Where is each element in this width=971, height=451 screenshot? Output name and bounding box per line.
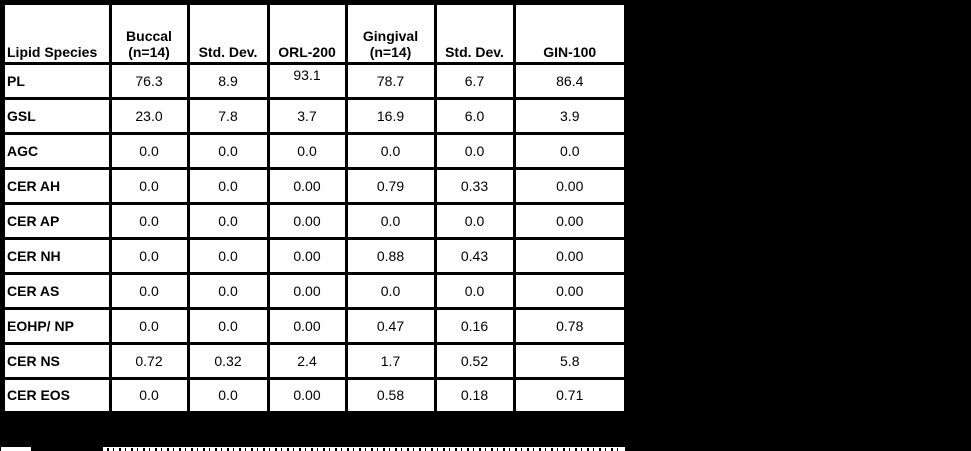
- value-cell: 0.00: [512, 271, 628, 310]
- value-cell: 78.7: [344, 61, 437, 100]
- row-label-cell: CER NS: [1, 341, 112, 380]
- value-cell: 0.00: [512, 166, 628, 205]
- value-cell: 0.0: [108, 131, 190, 170]
- truncated-footnote-bold-text: [31, 447, 103, 451]
- value-cell: 0.00: [266, 166, 348, 205]
- value-cell: 5.8: [512, 341, 628, 380]
- table-row: CER NS 0.72 0.32 2.4 1.7 0.52 5.8: [1, 341, 628, 380]
- value-cell: 0.0: [266, 131, 348, 170]
- value-cell: 0.72: [108, 341, 190, 380]
- row-label-cell: CER AH: [1, 166, 112, 205]
- value-cell: 0.52: [433, 341, 516, 380]
- value-cell: 2.4: [266, 341, 348, 380]
- value-cell: 0.0: [108, 271, 190, 310]
- row-label-cell: CER NH: [1, 236, 112, 275]
- column-header-gin-100: GIN-100: [512, 1, 628, 65]
- row-label-cell: GSL: [1, 96, 112, 135]
- value-cell: 3.7: [266, 96, 348, 135]
- value-cell: 16.9: [344, 96, 437, 135]
- value-cell: 0.0: [344, 271, 437, 310]
- value-cell: 0.78: [512, 306, 628, 345]
- value-cell: 6.7: [433, 61, 516, 100]
- value-cell: 0.00: [266, 201, 348, 240]
- value-cell: 0.0: [186, 201, 270, 240]
- table-row: GSL 23.0 7.8 3.7 16.9 6.0 3.9: [1, 96, 628, 135]
- value-cell: 0.00: [266, 306, 348, 345]
- value-cell: 0.16: [433, 306, 516, 345]
- value-cell: 0.0: [186, 236, 270, 275]
- value-cell: 0.0: [186, 306, 270, 345]
- value-cell: 0.0: [186, 271, 270, 310]
- row-label-cell: EOHP/ NP: [1, 306, 112, 345]
- value-cell: 0.43: [433, 236, 516, 275]
- value-cell: 0.0: [344, 201, 437, 240]
- value-cell: 0.33: [433, 166, 516, 205]
- column-header-gingival: Gingival (n=14): [344, 1, 437, 65]
- value-cell: 6.0: [433, 96, 516, 135]
- truncated-footnote-strip: [1, 447, 625, 451]
- row-label-cell: AGC: [1, 131, 112, 170]
- truncated-footnote-text-tops: [107, 448, 621, 451]
- value-cell: 0.58: [344, 376, 437, 415]
- value-cell: 0.18: [433, 376, 516, 415]
- value-cell: 0.0: [512, 131, 628, 170]
- table-row: CER AH 0.0 0.0 0.00 0.79 0.33 0.00: [1, 166, 628, 205]
- table-row: EOHP/ NP 0.0 0.0 0.00 0.47 0.16 0.78: [1, 306, 628, 345]
- value-cell: 7.8: [186, 96, 270, 135]
- value-cell: 0.00: [266, 236, 348, 275]
- value-cell: 86.4: [512, 61, 628, 100]
- table-header: Lipid Species Buccal (n=14) Std. Dev. OR…: [1, 1, 628, 65]
- value-cell: 0.0: [108, 201, 190, 240]
- column-header-orl-200: ORL-200: [266, 1, 348, 65]
- value-cell: 0.0: [186, 131, 270, 170]
- value-cell: 0.79: [344, 166, 437, 205]
- value-cell: 0.47: [344, 306, 437, 345]
- value-cell: 0.32: [186, 341, 270, 380]
- table-row: CER NH 0.0 0.0 0.00 0.88 0.43 0.00: [1, 236, 628, 275]
- value-cell: 0.88: [344, 236, 437, 275]
- value-cell: 93.1: [266, 61, 348, 100]
- value-cell: 3.9: [512, 96, 628, 135]
- table-row: CER AS 0.0 0.0 0.00 0.0 0.0 0.00: [1, 271, 628, 310]
- value-cell: 0.00: [266, 271, 348, 310]
- value-cell: 0.0: [108, 236, 190, 275]
- value-cell: 0.0: [186, 376, 270, 415]
- row-label-cell: CER AS: [1, 271, 112, 310]
- value-cell: 0.0: [433, 131, 516, 170]
- value-cell: 23.0: [108, 96, 190, 135]
- column-header-std-dev-buccal: Std. Dev.: [186, 1, 270, 65]
- value-cell: 0.00: [512, 201, 628, 240]
- value-cell: 0.0: [186, 166, 270, 205]
- table-row: CER AP 0.0 0.0 0.00 0.0 0.0 0.00: [1, 201, 628, 240]
- table-row: CER EOS 0.0 0.0 0.00 0.58 0.18 0.71: [1, 376, 628, 415]
- value-cell: 0.00: [266, 376, 348, 415]
- value-cell: 8.9: [186, 61, 270, 100]
- value-cell: 0.00: [512, 236, 628, 275]
- row-label-cell: CER AP: [1, 201, 112, 240]
- lipid-composition-table: Lipid Species Buccal (n=14) Std. Dev. OR…: [1, 1, 628, 415]
- value-cell: 0.0: [108, 376, 190, 415]
- table-body: PL 76.3 8.9 93.1 78.7 6.7 86.4 GSL 23.0 7.8 3.7 16.…: [1, 61, 628, 415]
- value-cell: 76.3: [108, 61, 190, 100]
- table-row: PL 76.3 8.9 93.1 78.7 6.7 86.4: [1, 61, 628, 100]
- column-header-lipid-species: Lipid Species: [1, 1, 112, 65]
- value-cell: 1.7: [344, 341, 437, 380]
- value-cell: 0.0: [433, 271, 516, 310]
- value-cell: 0.0: [108, 306, 190, 345]
- column-header-std-dev-gingival: Std. Dev.: [433, 1, 516, 65]
- row-label-cell: CER EOS: [1, 376, 112, 415]
- value-cell: 0.0: [433, 201, 516, 240]
- table-row: AGC 0.0 0.0 0.0 0.0 0.0 0.0: [1, 131, 628, 170]
- header-row: Lipid Species Buccal (n=14) Std. Dev. OR…: [1, 1, 628, 65]
- value-cell: 0.0: [108, 166, 190, 205]
- value-cell: 0.71: [512, 376, 628, 415]
- column-header-buccal: Buccal (n=14): [108, 1, 190, 65]
- value-cell: 0.0: [344, 131, 437, 170]
- row-label-cell: PL: [1, 61, 112, 100]
